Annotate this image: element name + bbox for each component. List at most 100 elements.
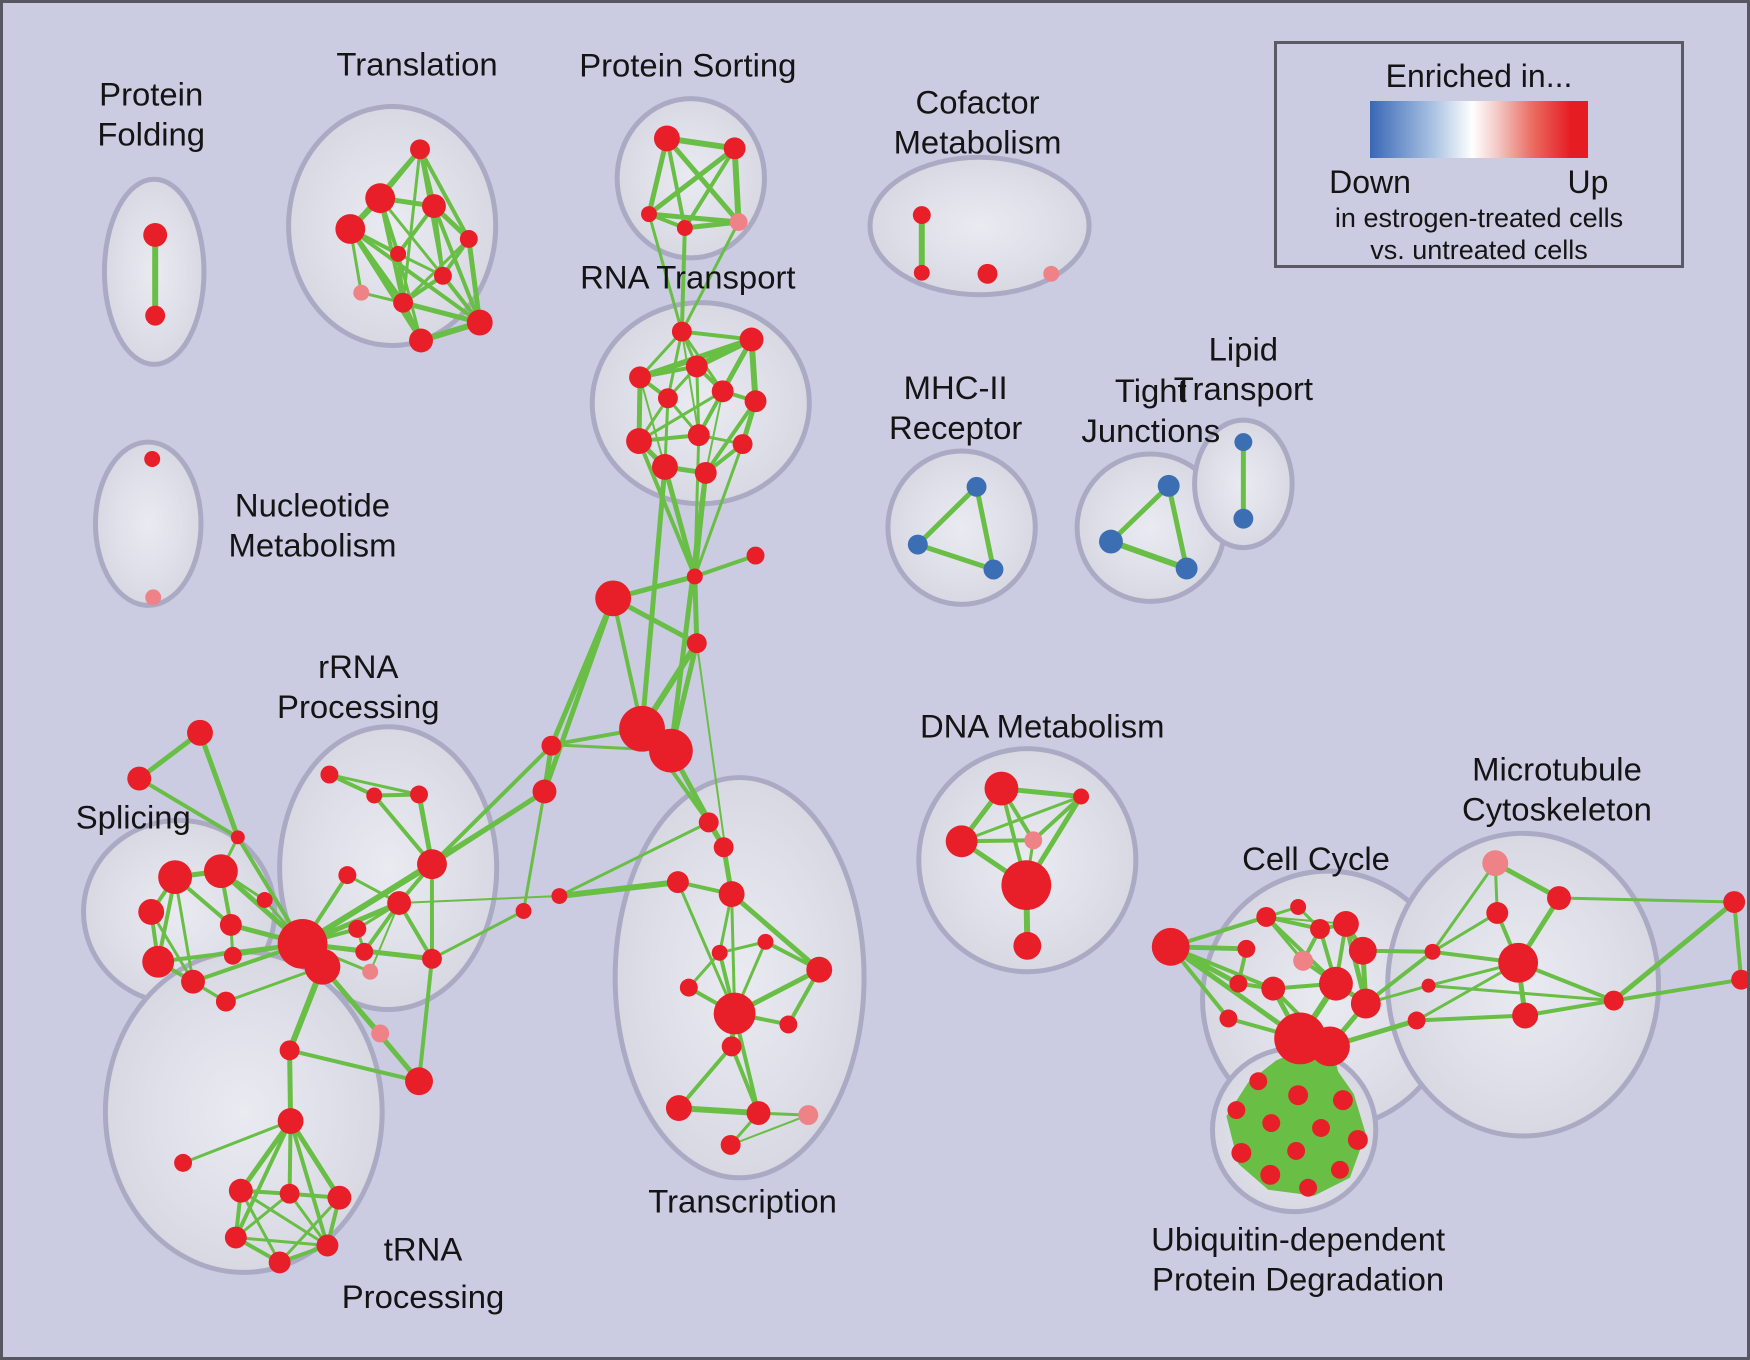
node-r2 bbox=[739, 327, 764, 352]
node-k4 bbox=[1310, 918, 1330, 939]
cluster-ellipse-translation bbox=[286, 104, 499, 348]
node-h2 bbox=[649, 728, 693, 773]
node-p3 bbox=[138, 899, 165, 925]
node-q15 bbox=[362, 963, 379, 980]
node-ta bbox=[187, 719, 213, 746]
node-r10 bbox=[732, 434, 753, 455]
node-b9 bbox=[1287, 1141, 1306, 1160]
node-w3 bbox=[1486, 902, 1509, 924]
node-x7 bbox=[806, 956, 833, 983]
node-t10 bbox=[466, 309, 493, 336]
edge-t9-t10 bbox=[400, 300, 483, 326]
edge-q2-q4 bbox=[372, 793, 434, 867]
edge-v1-w1 bbox=[1431, 861, 1497, 954]
node-k10 bbox=[1237, 939, 1256, 958]
node-k9 bbox=[1350, 988, 1381, 1019]
node-s2 bbox=[723, 137, 746, 160]
node-t7 bbox=[433, 266, 452, 285]
node-w2 bbox=[1547, 886, 1571, 910]
cluster-label-lipid-transport: Lipid bbox=[1209, 330, 1278, 367]
node-x4 bbox=[718, 881, 745, 907]
node-m1 bbox=[966, 476, 987, 497]
node-b7 bbox=[1347, 1130, 1368, 1150]
edge-s1-s3 bbox=[646, 135, 670, 217]
edge-s1-s5 bbox=[664, 136, 687, 230]
node-n4 bbox=[686, 633, 707, 654]
node-tl bbox=[551, 888, 568, 905]
node-x13 bbox=[746, 1101, 771, 1126]
node-f2 bbox=[913, 264, 930, 281]
node-j1 bbox=[1157, 474, 1180, 497]
edge-s4-s5 bbox=[682, 219, 742, 231]
edge-q10-q14 bbox=[417, 956, 434, 1084]
node-tb bbox=[127, 766, 152, 791]
cluster-label-microtubule-cytoskeleton: Cytoskeleton bbox=[1462, 790, 1652, 827]
edge-t5-t10 bbox=[466, 236, 483, 326]
node-p8 bbox=[223, 946, 242, 965]
cluster-label-translation: Translation bbox=[336, 46, 497, 83]
node-q8 bbox=[348, 919, 367, 938]
node-b2 bbox=[1288, 1085, 1309, 1106]
edge-x11-x12 bbox=[676, 1044, 734, 1111]
edge-u5-u8 bbox=[278, 1196, 341, 1264]
node-r12 bbox=[694, 461, 717, 484]
edge-v3-w5 bbox=[1414, 1013, 1528, 1023]
node-t11 bbox=[409, 328, 433, 353]
node-k2 bbox=[1256, 906, 1277, 927]
edge-s2-s3 bbox=[646, 145, 738, 217]
node-f1 bbox=[912, 206, 931, 225]
edge-r12-h2 bbox=[668, 470, 709, 754]
legend-caption-line1: in estrogen-treated cells bbox=[1334, 203, 1624, 233]
node-x1 bbox=[698, 812, 719, 833]
node-u1 bbox=[277, 1108, 304, 1134]
edge-r7-r12 bbox=[703, 399, 758, 475]
node-u0 bbox=[279, 1040, 300, 1061]
node-s3 bbox=[641, 206, 657, 223]
node-pf1 bbox=[143, 223, 168, 247]
edge-m2-m3 bbox=[915, 542, 996, 572]
node-d2 bbox=[1073, 788, 1090, 805]
node-s1 bbox=[653, 125, 680, 152]
cluster-label-rna-transport: RNA Transport bbox=[580, 259, 795, 296]
node-u2 bbox=[174, 1153, 193, 1172]
node-q14 bbox=[405, 1067, 433, 1096]
edge-r1-r8 bbox=[680, 330, 700, 437]
cluster-label-rrna-processing: Processing bbox=[277, 688, 439, 725]
node-t4 bbox=[422, 194, 446, 219]
node-p1 bbox=[158, 860, 193, 895]
edge-t3-t11 bbox=[348, 227, 424, 343]
edge-u1-u3 bbox=[238, 1118, 294, 1194]
edge-tl-x3 bbox=[556, 879, 681, 900]
edge-x4-x7 bbox=[729, 891, 822, 973]
edge-m1-m3 bbox=[974, 484, 996, 572]
cluster-label-nucleotide-metabolism: Nucleotide bbox=[235, 487, 390, 524]
node-v2 bbox=[1421, 978, 1436, 993]
edge-u3-u8 bbox=[239, 1189, 282, 1264]
node-w6 bbox=[1603, 990, 1624, 1011]
edge-s4-r1 bbox=[680, 220, 741, 334]
node-d3 bbox=[945, 825, 978, 858]
edge-r11-n1 bbox=[662, 464, 698, 579]
node-q13 bbox=[541, 735, 562, 756]
edge-u1-u5 bbox=[288, 1118, 342, 1201]
cluster-label-cofactor-metabolism: Cofactor bbox=[915, 84, 1039, 121]
node-q12 bbox=[532, 779, 557, 804]
edge-s1-s4 bbox=[664, 135, 742, 225]
node-u8 bbox=[268, 1251, 291, 1274]
edge-x12-x13 bbox=[675, 1105, 762, 1117]
cluster-label-mhc-ii-receptor: Receptor bbox=[889, 409, 1022, 446]
node-x9 bbox=[713, 992, 756, 1035]
cluster-label-microtubule-cytoskeleton: Microtubule bbox=[1472, 751, 1642, 788]
cluster-label-transcription: Transcription bbox=[648, 1183, 837, 1220]
node-q3 bbox=[410, 785, 428, 804]
edge-q12-n3 bbox=[541, 595, 616, 794]
edge-ta-tc bbox=[197, 730, 241, 840]
node-b1 bbox=[1249, 1072, 1268, 1091]
node-t3 bbox=[335, 214, 366, 244]
cluster-label-splicing: Splicing bbox=[76, 798, 191, 835]
cluster-ellipse-protein-sorting bbox=[614, 96, 767, 261]
node-f4 bbox=[1043, 265, 1060, 282]
edge-j2-j3 bbox=[1107, 538, 1190, 572]
